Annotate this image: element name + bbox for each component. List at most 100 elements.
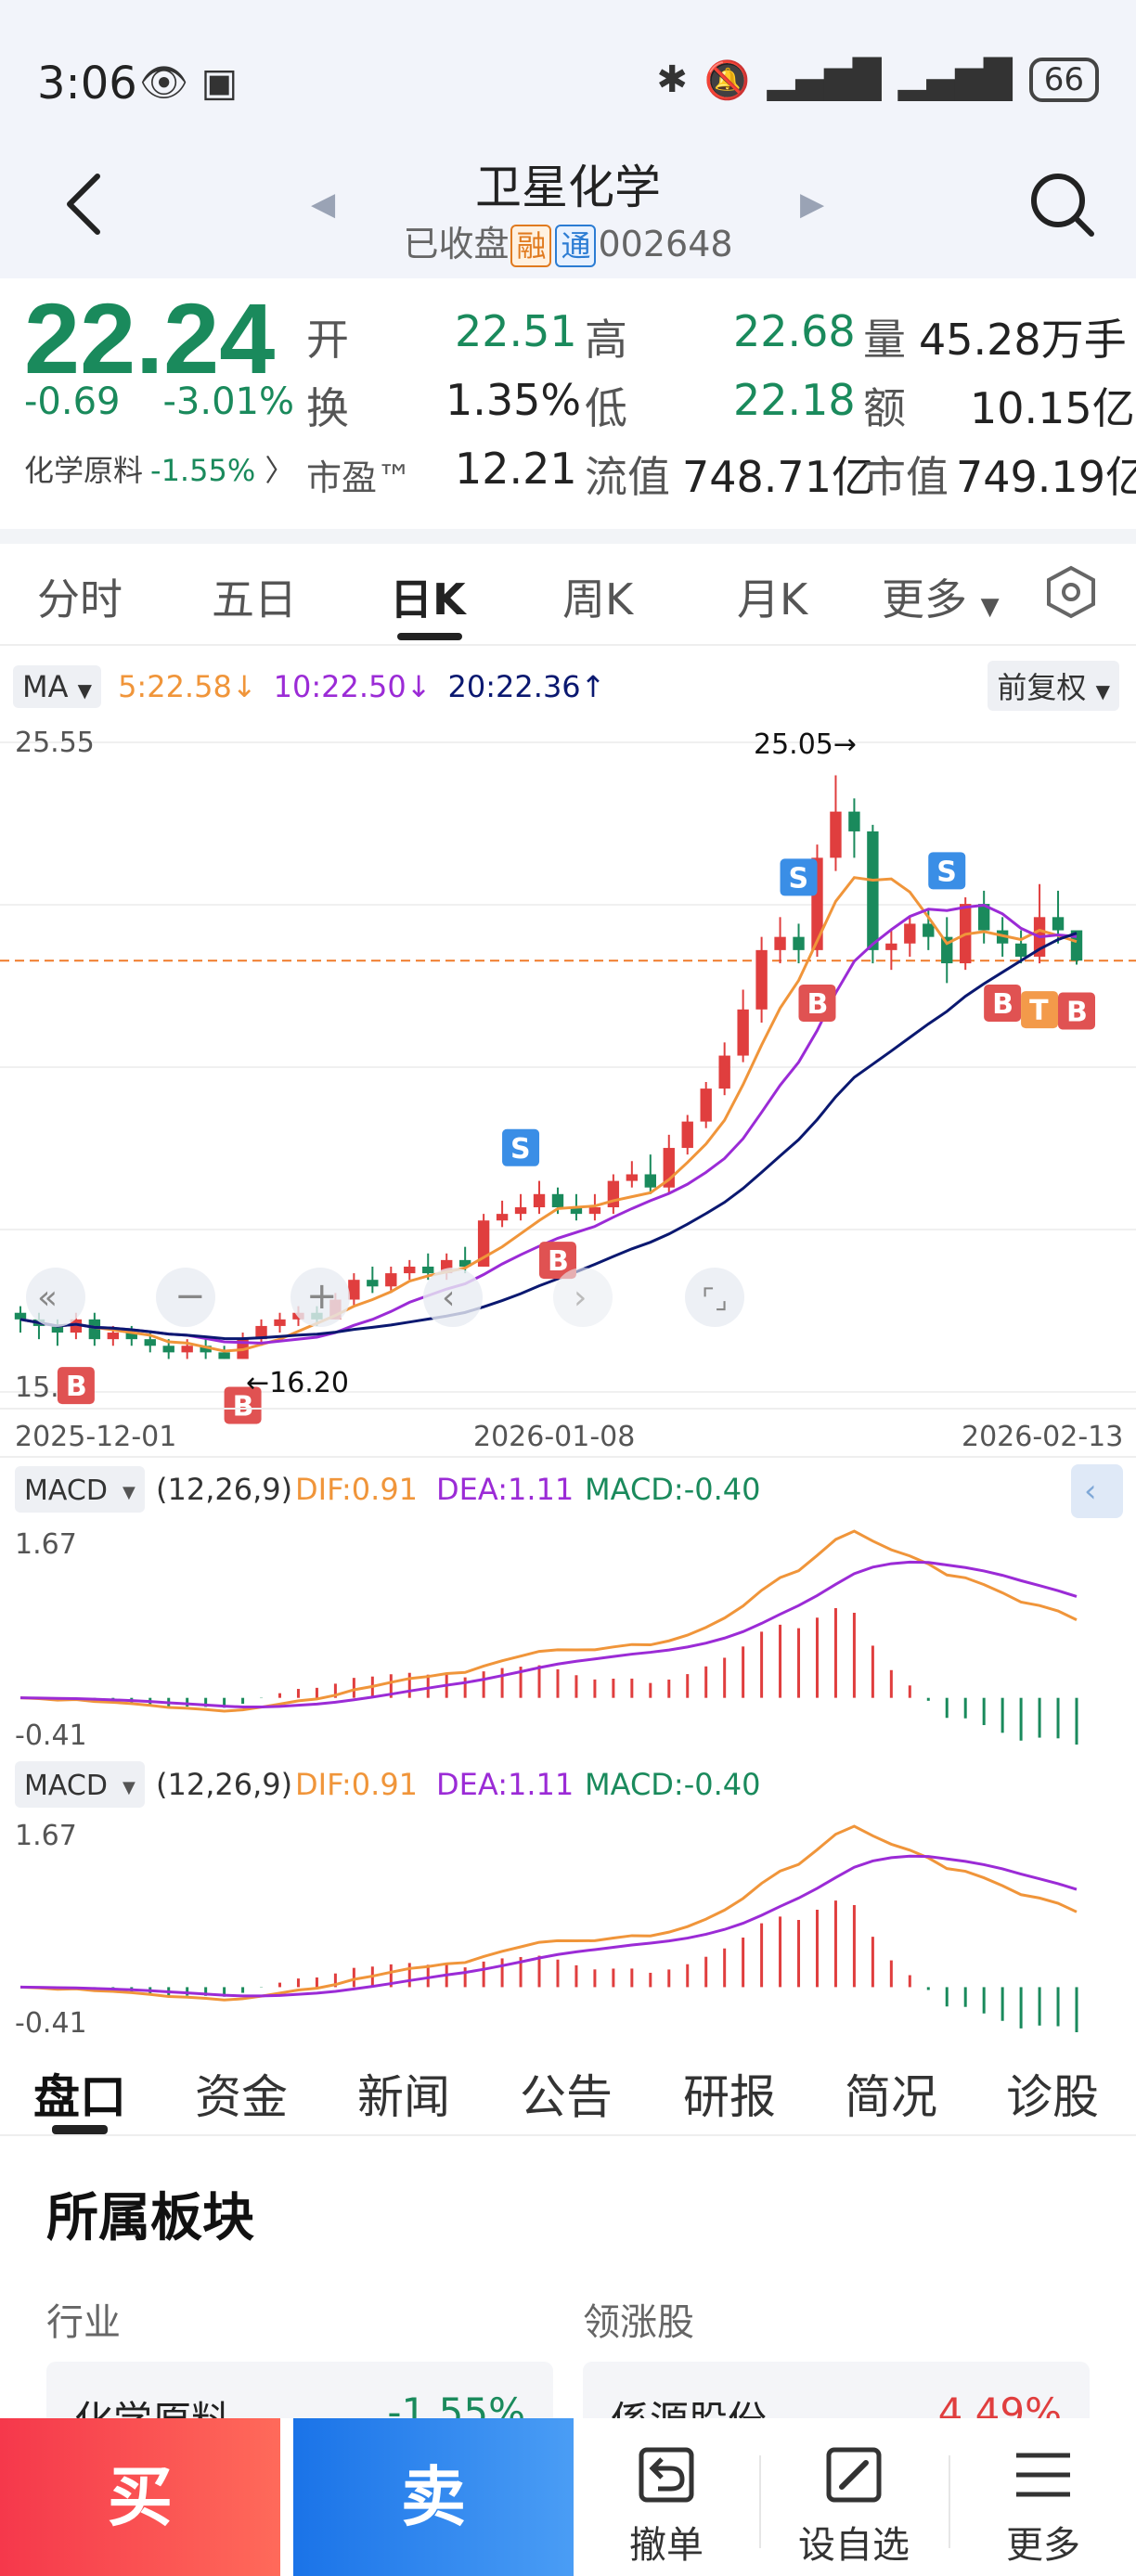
signal-badge [502, 1128, 540, 1166]
candle-body [867, 831, 879, 950]
back-icon[interactable] [56, 167, 111, 241]
tab-intraday[interactable]: 分时 [37, 574, 123, 625]
candle-body [737, 1009, 749, 1056]
add-watchlist-button[interactable]: 设自选 [761, 2418, 947, 2576]
status-bar: 3:06 👁 ▣ ✱ 🔕 ▂▄▆█ ▂▄▆█ 66 [0, 0, 1136, 148]
signal-badge [780, 858, 818, 896]
add-watchlist-label: 设自选 [798, 2524, 910, 2567]
industry-header: 行业 [46, 2301, 121, 2344]
caret-down-icon: ▼ [123, 1483, 136, 1502]
candle-body [51, 1325, 64, 1333]
buy-button[interactable]: 买 [0, 2418, 280, 2576]
dea-line [19, 1560, 1078, 1709]
turnover-value: 1.35% [445, 375, 582, 425]
stock-subline: 已收盘融通 002648 [0, 215, 1136, 267]
step-right-button[interactable] [553, 1268, 613, 1327]
candle-body [718, 1055, 730, 1089]
macd-select-1[interactable] [15, 1466, 145, 1513]
signal-badge [1058, 992, 1095, 1030]
open-value: 22.51 [455, 306, 577, 356]
tab-announcements[interactable]: 公告 [520, 2070, 613, 2124]
margin-tag: 融 [510, 225, 552, 267]
tab-profile[interactable]: 简况 [845, 2070, 937, 2124]
adjust-select[interactable]: 前复权 ▼ [988, 661, 1119, 711]
signal-badge [224, 1386, 262, 1424]
zoom-in-button[interactable] [290, 1268, 350, 1327]
candle-body [125, 1333, 137, 1340]
dif-line [19, 1529, 1078, 1713]
step-left-button[interactable] [423, 1268, 483, 1327]
macd-dif-1: DIF:0.91 [295, 1472, 418, 1507]
caret-down-icon: ▼ [77, 679, 93, 702]
sector-section-title: 所属板块 [46, 2188, 254, 2248]
cancel-order-label: 撤单 [629, 2524, 704, 2567]
tab-orderbook[interactable]: 盘口 [33, 2070, 126, 2124]
cancel-order-button[interactable]: 撤单 [574, 2418, 759, 2576]
fullscreen-button[interactable] [685, 1268, 744, 1327]
candle-body [626, 1174, 639, 1181]
market-cap-value: 749.19亿 [956, 452, 1136, 502]
settings-hexagon-icon[interactable] [1041, 562, 1101, 622]
pe-label: 市盈™ [306, 457, 413, 498]
market-cap-label: 市值 [863, 452, 949, 502]
leader-header: 领涨股 [583, 2301, 694, 2344]
candle-body [88, 1319, 101, 1340]
tab-five-day[interactable]: 五日 [212, 574, 297, 625]
candle-body [496, 1214, 509, 1221]
float-cap-value: 748.71亿 [682, 452, 874, 502]
tab-more[interactable]: 更多 ▼ [882, 566, 1000, 627]
tab-research[interactable]: 研报 [683, 2070, 776, 2124]
candle-body [755, 949, 768, 1010]
macd-hist-1: MACD:-0.40 [585, 1472, 761, 1507]
macd-panel-1: MACD ▼ (12,26,9) DIF:0.91 DEA:1.11 MACD:… [15, 1464, 1123, 1752]
zoom-out-button[interactable] [156, 1268, 215, 1327]
signal-label: B [992, 988, 1013, 1021]
signal-label: T [1029, 995, 1049, 1027]
signal-label: B [1066, 996, 1088, 1028]
macd-dea-1: DEA:1.11 [436, 1472, 574, 1507]
indicator-select[interactable]: MA ▼ [13, 665, 102, 708]
tab-funds[interactable]: 资金 [195, 2070, 288, 2124]
more-label: 更多 [1006, 2524, 1080, 2567]
macd-panel-2: MACD ▼ (12,26,9) DIF:0.91 DEA:1.11 MACD:… [15, 1761, 1078, 2040]
stock-code: 002648 [598, 224, 733, 264]
chevron-left-icon: ‹ [442, 1279, 455, 1317]
candle-body [700, 1088, 712, 1122]
undo-icon [639, 2447, 694, 2503]
tab-monthly-k[interactable]: 月K [737, 574, 808, 625]
candle-body [422, 1266, 434, 1274]
candle-body [551, 1193, 564, 1208]
signal-label: B [548, 1245, 569, 1278]
pan-left-button[interactable] [26, 1268, 85, 1327]
tab-diagnosis[interactable]: 诊股 [1006, 2070, 1099, 2124]
menu-icon [1016, 2453, 1070, 2497]
mute-icon: 🔕 [704, 58, 751, 102]
signal-label: B [807, 988, 828, 1021]
signal-badge [538, 1242, 576, 1280]
adjust-label: 前复权 [997, 670, 1087, 705]
collapse-panel-button[interactable] [1071, 1464, 1123, 1518]
candle-body [181, 1346, 193, 1353]
macd-ymin-2: -0.41 [15, 2007, 87, 2040]
prev-stock-icon[interactable]: ◀ [311, 186, 336, 223]
last-price: 22.24 [24, 282, 276, 394]
candle-body [977, 904, 990, 931]
sector-link[interactable]: 化学原料 -1.55% 〉 [24, 447, 294, 490]
next-stock-icon[interactable]: ▶ [800, 186, 825, 223]
candle-body [793, 936, 805, 950]
low-value: 22.18 [733, 375, 856, 425]
signal-badge [798, 984, 836, 1022]
tab-weekly-k[interactable]: 周K [562, 574, 634, 625]
y-max-label: 25.55 [15, 727, 95, 759]
caret-down-icon: ▼ [980, 593, 1000, 621]
macd-select-2[interactable] [15, 1761, 145, 1808]
stock-header: ◀ 卫星化学 已收盘融通 002648 ▶ [0, 130, 1136, 278]
more-button[interactable]: 更多 [950, 2418, 1136, 2576]
divider [949, 2455, 950, 2548]
search-icon[interactable] [1025, 167, 1099, 241]
tab-daily-k[interactable]: 日K [390, 574, 466, 625]
tab-news[interactable]: 新闻 [357, 2070, 450, 2124]
macd-dea-2: DEA:1.11 [436, 1767, 574, 1802]
sell-button[interactable]: 卖 [293, 2418, 574, 2576]
